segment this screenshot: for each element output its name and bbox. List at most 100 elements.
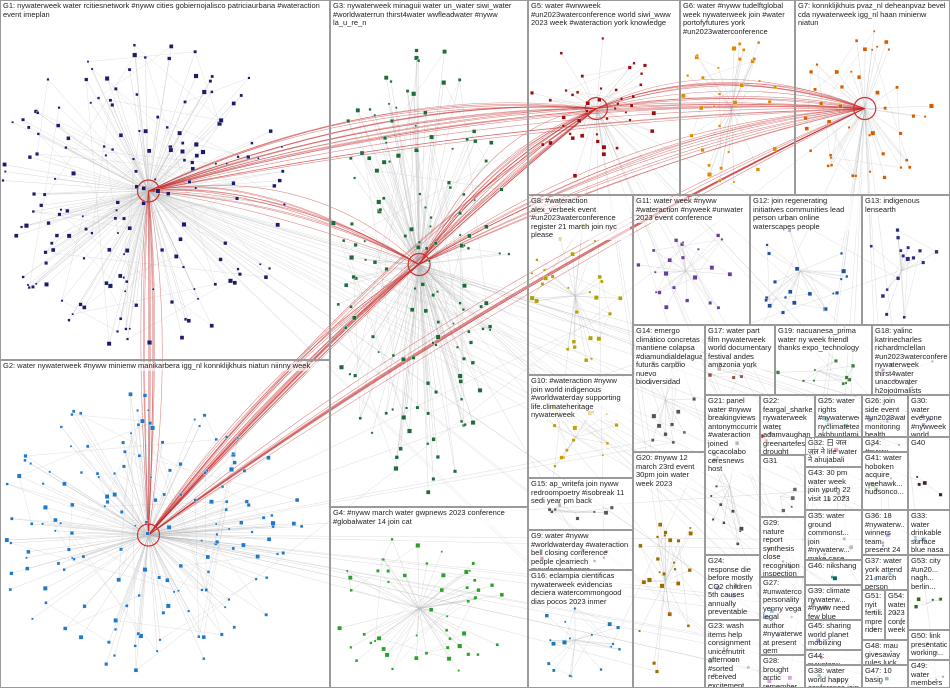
edge xyxy=(407,91,418,151)
node xyxy=(202,413,207,418)
node xyxy=(738,42,742,46)
group-label: G50: link presentatio... working... xyxy=(911,632,947,658)
node xyxy=(142,393,148,398)
node xyxy=(739,374,744,379)
group-label: G23: wash items help consignment unicefn… xyxy=(708,622,757,687)
node xyxy=(479,304,483,309)
node xyxy=(56,123,61,128)
edge xyxy=(729,485,742,529)
edge xyxy=(639,580,666,632)
red-edge xyxy=(418,108,865,265)
edge xyxy=(195,51,220,124)
node xyxy=(70,412,74,417)
edge xyxy=(115,198,238,219)
node xyxy=(813,87,817,92)
group-panel: G21: panel water #nyww breakingviews ant… xyxy=(705,395,760,555)
edge xyxy=(708,108,732,166)
edge xyxy=(546,615,576,641)
node xyxy=(758,79,761,83)
group-panel: G43: 30 pm water week join youth 22 visi… xyxy=(805,467,862,510)
node xyxy=(389,80,393,84)
node xyxy=(616,102,620,106)
node xyxy=(544,613,549,618)
node xyxy=(280,145,284,149)
edge xyxy=(386,142,420,265)
node xyxy=(82,305,87,310)
node xyxy=(899,248,903,253)
node xyxy=(425,381,431,386)
edge xyxy=(343,240,410,432)
node xyxy=(722,521,726,525)
node xyxy=(132,157,135,161)
node xyxy=(597,97,602,102)
node xyxy=(667,257,672,263)
edge xyxy=(47,79,149,192)
node xyxy=(1,178,5,182)
node xyxy=(834,69,839,75)
node xyxy=(732,100,738,105)
edge xyxy=(71,533,141,637)
node xyxy=(671,440,675,444)
node xyxy=(44,282,49,287)
node xyxy=(336,302,340,307)
node xyxy=(742,48,746,52)
group-panel: G12: join regenerating initiatives commu… xyxy=(750,195,862,325)
node xyxy=(25,556,28,560)
node xyxy=(605,441,609,445)
edge xyxy=(124,130,140,255)
node xyxy=(59,425,63,429)
group-label: G13: indigenous lensearth xyxy=(865,197,947,214)
edge xyxy=(71,532,175,592)
edge xyxy=(65,147,149,192)
edge xyxy=(148,190,278,226)
node xyxy=(686,624,690,628)
node xyxy=(225,500,229,504)
hub-ring xyxy=(853,96,877,121)
node xyxy=(158,638,162,642)
edge xyxy=(419,608,465,634)
node xyxy=(71,171,76,176)
node xyxy=(448,637,452,641)
node xyxy=(165,125,169,129)
node xyxy=(21,117,25,122)
edge xyxy=(148,190,231,281)
node xyxy=(206,570,210,574)
edge xyxy=(419,587,468,609)
edge xyxy=(419,217,432,243)
node xyxy=(467,329,471,334)
edge xyxy=(42,523,149,536)
node xyxy=(349,255,355,260)
node xyxy=(43,250,48,255)
edge xyxy=(19,423,151,477)
edge xyxy=(72,284,216,315)
group-label: G1: nywaterweek water rcitiesnetwork #ny… xyxy=(3,2,327,19)
edge xyxy=(814,360,836,371)
node xyxy=(210,90,214,94)
node xyxy=(851,174,855,178)
node xyxy=(815,63,819,67)
edge xyxy=(418,264,470,332)
node xyxy=(146,148,152,154)
group-panel: G13: indigenous lensearth xyxy=(862,195,950,325)
node xyxy=(692,397,696,401)
node xyxy=(358,416,362,420)
node xyxy=(225,435,229,439)
group-label: G51: nyit fertiliz mpre ridersh... xyxy=(865,592,882,635)
node xyxy=(391,408,394,411)
node xyxy=(802,379,805,383)
group-label: G15: ap_writefa join nyww redroompoetry … xyxy=(531,480,630,506)
edge xyxy=(148,147,171,192)
node xyxy=(90,231,94,235)
node xyxy=(231,101,236,106)
node xyxy=(210,74,214,79)
node xyxy=(177,589,180,592)
node xyxy=(241,542,246,548)
edge xyxy=(387,589,479,655)
edge xyxy=(350,577,420,609)
group-label: G54: water 2023 confer... week... xyxy=(888,592,905,635)
edge xyxy=(702,61,753,78)
edge xyxy=(91,100,111,234)
node xyxy=(453,469,457,474)
node xyxy=(372,260,378,265)
edge xyxy=(29,157,149,192)
